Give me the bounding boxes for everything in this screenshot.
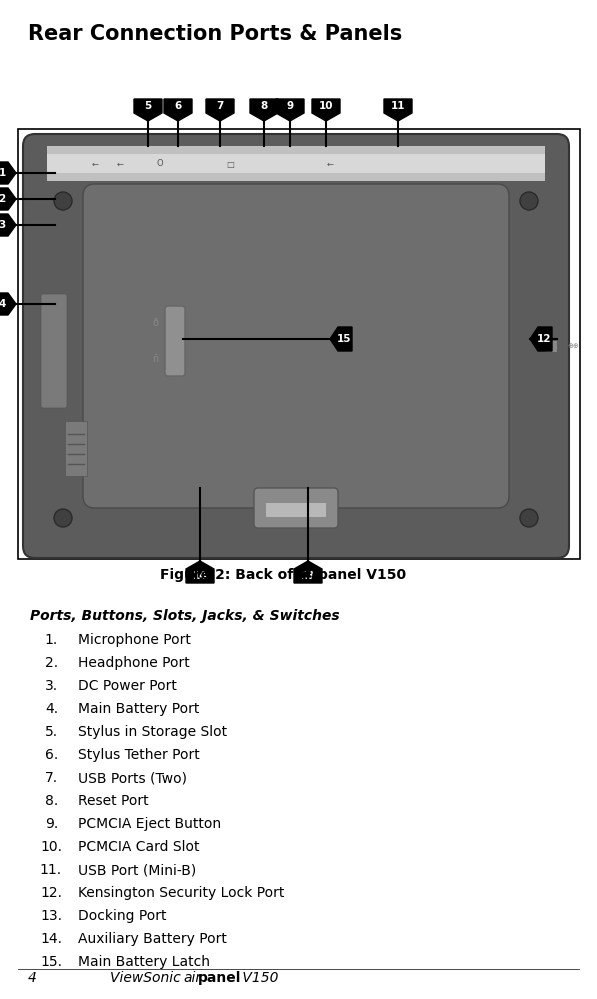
Text: PCMCIA Card Slot: PCMCIA Card Slot xyxy=(78,840,199,854)
Polygon shape xyxy=(134,99,162,121)
Text: 14: 14 xyxy=(193,571,207,581)
Text: USB Port (Mini-B): USB Port (Mini-B) xyxy=(78,863,196,877)
Polygon shape xyxy=(206,99,234,121)
Text: 11.: 11. xyxy=(40,863,62,877)
Text: DC Power Port: DC Power Port xyxy=(78,679,177,693)
Text: 6: 6 xyxy=(174,101,181,111)
Text: 5: 5 xyxy=(144,101,152,111)
Text: □: □ xyxy=(226,160,234,169)
Text: 7.: 7. xyxy=(45,771,58,785)
Polygon shape xyxy=(0,293,16,315)
Text: Headphone Port: Headphone Port xyxy=(78,656,190,670)
Text: 13: 13 xyxy=(301,571,315,581)
Text: Reset Port: Reset Port xyxy=(78,794,149,808)
Polygon shape xyxy=(384,99,412,121)
Text: panel V150: panel V150 xyxy=(318,568,406,582)
Text: Kensington Security Lock Port: Kensington Security Lock Port xyxy=(78,886,284,900)
Polygon shape xyxy=(330,327,352,351)
Bar xyxy=(65,421,87,476)
Text: 3: 3 xyxy=(0,220,5,230)
Polygon shape xyxy=(186,561,214,583)
Text: 15: 15 xyxy=(337,334,351,344)
Text: Rear Connection Ports & Panels: Rear Connection Ports & Panels xyxy=(28,24,402,44)
Text: ñ: ñ xyxy=(152,354,158,364)
Text: 9.: 9. xyxy=(45,817,58,831)
Text: 2: 2 xyxy=(0,194,5,204)
Text: ←: ← xyxy=(91,160,99,169)
Polygon shape xyxy=(164,99,192,121)
Text: 2.: 2. xyxy=(45,656,58,670)
FancyBboxPatch shape xyxy=(83,184,509,508)
Text: V150: V150 xyxy=(238,971,278,985)
Circle shape xyxy=(520,192,538,210)
Text: Ports, Buttons, Slots, Jacks, & Switches: Ports, Buttons, Slots, Jacks, & Switches xyxy=(30,609,340,623)
Polygon shape xyxy=(276,99,304,121)
Text: 11: 11 xyxy=(391,101,405,111)
Text: ⊕⊕: ⊕⊕ xyxy=(567,343,578,349)
Text: ð: ð xyxy=(152,318,158,328)
FancyBboxPatch shape xyxy=(23,134,569,558)
Text: Main Battery Latch: Main Battery Latch xyxy=(78,955,210,969)
Polygon shape xyxy=(0,214,16,236)
Text: 7: 7 xyxy=(216,101,224,111)
Text: air: air xyxy=(183,971,201,985)
FancyBboxPatch shape xyxy=(165,306,185,376)
Text: 6.: 6. xyxy=(45,748,58,762)
Text: 10: 10 xyxy=(319,101,333,111)
Text: 4.: 4. xyxy=(45,702,58,716)
Text: 10.: 10. xyxy=(40,840,62,854)
Circle shape xyxy=(54,192,72,210)
Text: Auxiliary Battery Port: Auxiliary Battery Port xyxy=(78,932,227,946)
Bar xyxy=(266,503,326,517)
Polygon shape xyxy=(530,327,552,351)
Polygon shape xyxy=(250,99,278,121)
Text: Stylus Tether Port: Stylus Tether Port xyxy=(78,748,200,762)
Text: air: air xyxy=(298,568,319,582)
Text: Stylus in Storage Slot: Stylus in Storage Slot xyxy=(78,725,227,739)
Text: 1.: 1. xyxy=(45,633,58,647)
Circle shape xyxy=(54,509,72,527)
Text: PCMCIA Eject Button: PCMCIA Eject Button xyxy=(78,817,221,831)
Text: Figure 2: Back of: Figure 2: Back of xyxy=(160,568,298,582)
Text: Main Battery Port: Main Battery Port xyxy=(78,702,199,716)
FancyBboxPatch shape xyxy=(254,488,338,528)
Circle shape xyxy=(520,509,538,527)
Text: O: O xyxy=(156,160,164,169)
Text: ←: ← xyxy=(327,160,334,169)
Text: 4: 4 xyxy=(0,299,6,309)
Text: panel: panel xyxy=(198,971,241,985)
Bar xyxy=(18,129,580,559)
Text: 8: 8 xyxy=(260,101,267,111)
Polygon shape xyxy=(312,99,340,121)
Text: USB Ports (Two): USB Ports (Two) xyxy=(78,771,187,785)
Text: 12.: 12. xyxy=(40,886,62,900)
Text: 4: 4 xyxy=(28,971,37,985)
Bar xyxy=(47,154,545,173)
Polygon shape xyxy=(0,162,16,184)
Polygon shape xyxy=(0,188,16,210)
Bar xyxy=(47,146,545,181)
Bar xyxy=(545,340,557,352)
Text: 9: 9 xyxy=(287,101,294,111)
Text: Docking Port: Docking Port xyxy=(78,909,167,923)
Text: 15.: 15. xyxy=(40,955,62,969)
Text: ←: ← xyxy=(116,160,124,169)
Text: 12: 12 xyxy=(537,334,551,344)
Polygon shape xyxy=(294,561,322,583)
Text: 5.: 5. xyxy=(45,725,58,739)
Text: 14.: 14. xyxy=(40,932,62,946)
Text: ViewSonic: ViewSonic xyxy=(110,971,185,985)
FancyBboxPatch shape xyxy=(41,294,67,408)
Text: Microphone Port: Microphone Port xyxy=(78,633,191,647)
Text: 8.: 8. xyxy=(45,794,58,808)
Text: 1: 1 xyxy=(0,168,5,178)
Text: 3.: 3. xyxy=(45,679,58,693)
Text: 13.: 13. xyxy=(40,909,62,923)
